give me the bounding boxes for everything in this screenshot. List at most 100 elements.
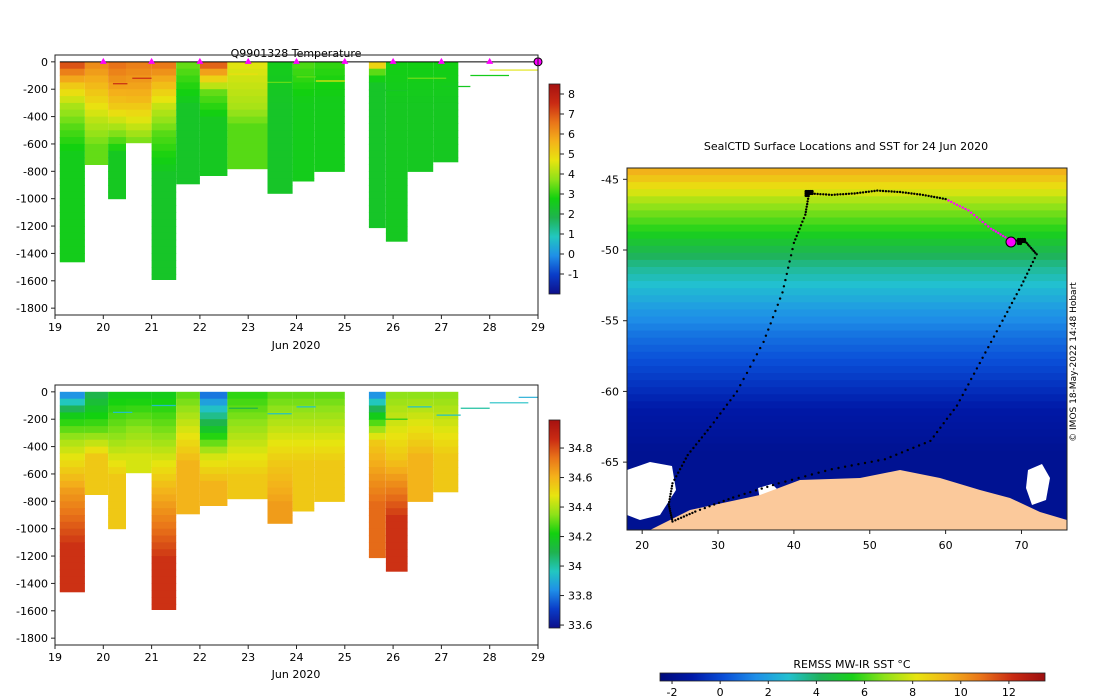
- profile-cell: [407, 405, 434, 413]
- profile-cell: [199, 412, 228, 420]
- track-point: [695, 443, 698, 446]
- track-point: [1026, 243, 1030, 246]
- track-point: [742, 377, 745, 381]
- track-point: [964, 388, 967, 391]
- profile-cell: [407, 487, 434, 495]
- profile-cell: [433, 398, 459, 407]
- profile-cell: [108, 494, 126, 502]
- profile-cell: [151, 219, 177, 227]
- profile-cell: [407, 419, 434, 427]
- track-point: [784, 278, 787, 282]
- profile-cell: [108, 150, 126, 159]
- track-point: [722, 407, 725, 411]
- profile-cell: [368, 61, 386, 70]
- track-point: [884, 190, 888, 193]
- profile-cell: [126, 419, 152, 427]
- track-point: [1004, 236, 1007, 239]
- profile-cell: [385, 487, 408, 495]
- x-tick-label: 24: [290, 321, 304, 334]
- profile-cell: [151, 130, 177, 138]
- profile-cell: [126, 109, 152, 118]
- profile-cell: [176, 480, 200, 489]
- profile-column: [227, 391, 268, 500]
- profile-cell: [292, 439, 315, 448]
- track-point: [975, 367, 979, 370]
- track-point: [881, 189, 885, 193]
- profile-cell: [314, 446, 345, 454]
- profile-cell: [314, 439, 345, 448]
- profile-cell: [151, 185, 177, 193]
- profile-cell: [292, 446, 315, 454]
- profile-cell: [176, 164, 200, 172]
- profile-cell: [151, 68, 177, 77]
- x-tick-label: 20: [96, 651, 110, 664]
- track-point: [995, 330, 998, 333]
- track-point: [789, 254, 793, 257]
- track-point: [669, 492, 672, 496]
- profile-cell: [385, 412, 408, 420]
- profile-cell: [176, 439, 200, 448]
- profile-cell: [151, 487, 177, 495]
- track-point: [981, 220, 984, 224]
- profile-cell: [267, 164, 293, 172]
- profile-cell: [199, 432, 228, 441]
- track-point: [754, 489, 758, 492]
- profile-cell: [227, 68, 268, 77]
- y-tick-label: -1400: [16, 577, 48, 590]
- profile-cell: [176, 487, 200, 495]
- profile-cell: [368, 528, 386, 537]
- track-point: [859, 191, 862, 194]
- profile-cell: [407, 96, 434, 104]
- profile-cell: [151, 426, 177, 434]
- profile-cell: [368, 535, 386, 543]
- profile-cell: [108, 473, 126, 482]
- profile-cell: [151, 439, 177, 448]
- profile-cell: [84, 116, 109, 124]
- track-point: [952, 408, 955, 412]
- profile-cell: [385, 480, 408, 489]
- profile-cell: [108, 467, 126, 475]
- x-tick-label: 20: [96, 321, 110, 334]
- track-point: [760, 487, 763, 490]
- profile-cell: [59, 521, 85, 530]
- profile-cell: [84, 405, 109, 413]
- track-point: [682, 515, 686, 518]
- x-tick-label: 20: [635, 539, 649, 552]
- track-point: [799, 224, 803, 227]
- profile-cell: [267, 89, 293, 97]
- track-point: [805, 205, 808, 208]
- profile-cell: [385, 569, 408, 572]
- sst-band: [627, 267, 1067, 275]
- colorbar-tick-label: 7: [568, 108, 575, 121]
- profile-cell: [176, 412, 200, 420]
- track-point: [669, 514, 673, 517]
- profile-cell: [227, 143, 268, 152]
- profile-cell: [267, 453, 293, 461]
- track-point: [864, 190, 868, 194]
- profile-cell: [407, 432, 434, 441]
- profile-cell: [368, 556, 386, 559]
- track-point: [955, 404, 959, 407]
- track-point: [668, 495, 672, 498]
- track-point: [689, 450, 692, 453]
- profile-cell: [176, 130, 200, 138]
- track-point: [1001, 319, 1004, 322]
- profile-cell: [151, 260, 177, 268]
- profile-column: [227, 61, 268, 170]
- profile-cell: [267, 130, 293, 138]
- profile-cell: [385, 191, 408, 200]
- profile-column: [151, 61, 177, 280]
- track-point: [671, 482, 674, 485]
- profile-cell: [59, 576, 85, 584]
- profile-cell: [126, 96, 152, 104]
- profile-cell: [151, 212, 177, 220]
- profile-cell: [227, 75, 268, 83]
- profile-cell: [385, 226, 408, 234]
- track-point: [667, 503, 670, 506]
- profile-cell: [126, 398, 152, 407]
- profile-cell: [84, 150, 109, 159]
- profile-cell: [151, 226, 177, 234]
- track-point: [817, 471, 820, 474]
- sst-colorbar-tick-label: 12: [1002, 686, 1016, 699]
- track-point: [870, 460, 873, 463]
